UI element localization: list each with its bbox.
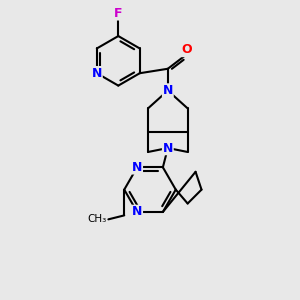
Text: O: O bbox=[181, 44, 192, 56]
Text: N: N bbox=[92, 67, 102, 80]
Text: CH₃: CH₃ bbox=[87, 214, 106, 224]
Text: N: N bbox=[132, 161, 142, 174]
Text: N: N bbox=[163, 142, 173, 154]
Text: N: N bbox=[132, 206, 142, 218]
Text: N: N bbox=[163, 84, 173, 97]
Text: F: F bbox=[114, 7, 122, 20]
